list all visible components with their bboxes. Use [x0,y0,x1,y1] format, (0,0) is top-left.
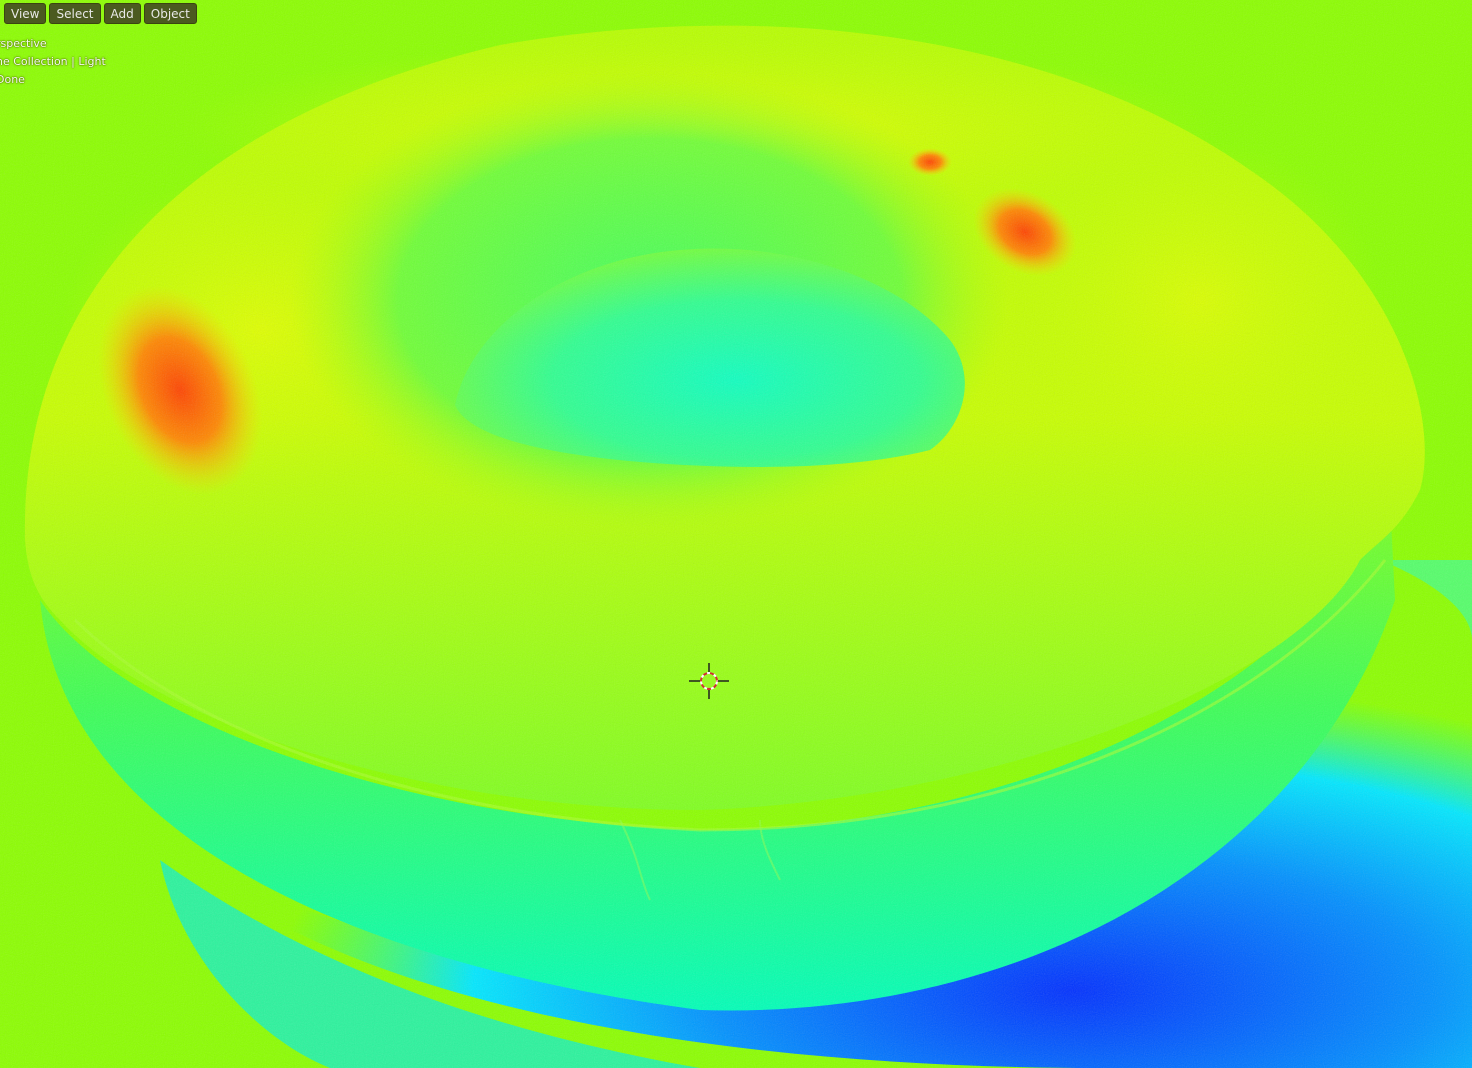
viewport-info-overlay: rspective ne Collection | Light Done [0,35,106,89]
object-menu[interactable]: Object [143,3,197,24]
select-menu[interactable]: Select [49,3,101,24]
view-menu[interactable]: View [4,3,47,24]
render-status-label: Done [0,73,25,86]
view-name-label: rspective [0,37,47,50]
header-menu-bar: View Select Add Object [4,3,197,24]
3d-cursor-icon[interactable] [689,661,729,701]
add-menu[interactable]: Add [103,3,141,24]
collection-label: ne Collection | Light [0,55,106,68]
